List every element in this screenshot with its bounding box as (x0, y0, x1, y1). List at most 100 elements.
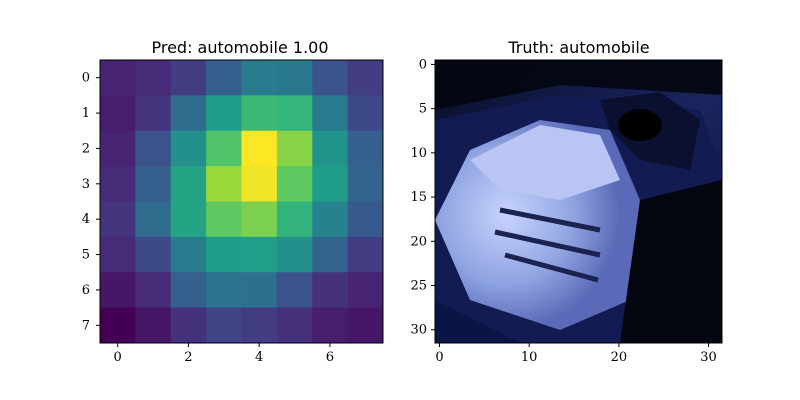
heatmap-cell (276, 201, 313, 238)
image-x-axis: 0 10 20 30 (435, 343, 717, 365)
heatmap-cell (312, 201, 349, 238)
y-tick-label: 3 (82, 177, 90, 192)
x-tick-label: 20 (611, 350, 628, 365)
y-tick-label: 30 (410, 323, 427, 338)
heatmap-cells (100, 60, 384, 344)
image-title: Truth: automobile (507, 38, 649, 57)
heatmap-cell (170, 130, 207, 167)
heatmap-cell (135, 95, 172, 132)
x-tick-label: 2 (184, 350, 192, 365)
heatmap-cell (241, 201, 278, 238)
x-tick-label: 4 (255, 350, 263, 365)
heatmap-cell (135, 236, 172, 273)
y-tick-label: 5 (419, 102, 427, 117)
heatmap-frame (99, 59, 384, 344)
heatmap-cell (100, 166, 136, 202)
heatmap-cell (241, 307, 278, 344)
image-panel: Truth: automobile 0 10 20 30 0 5 10 15 20 25 30 (410, 38, 723, 365)
heatmap-cell (347, 307, 384, 344)
heatmap-cell (170, 236, 207, 273)
heatmap-cell (347, 201, 384, 238)
heatmap-cell (170, 201, 207, 238)
heatmap-cell (135, 166, 172, 202)
y-tick-label: 7 (82, 318, 90, 333)
image-y-axis: 0 5 10 15 20 25 30 (410, 57, 435, 338)
heatmap-cell (206, 95, 242, 132)
heatmap-cell (206, 166, 242, 202)
heatmap-panel: Pred: automobile 1.00 0 2 4 6 0 1 2 3 4 5 6 7 (82, 38, 384, 365)
x-tick-label: 0 (114, 350, 122, 365)
heatmap-cell (135, 60, 172, 96)
heatmap-cell (347, 60, 384, 96)
heatmap-cell (347, 272, 384, 309)
heatmap-cell (312, 236, 349, 273)
heatmap-cell (135, 130, 172, 167)
heatmap-cell (276, 60, 313, 96)
heatmap-cell (241, 95, 278, 132)
heatmap-cell (170, 60, 207, 96)
x-tick-label: 0 (435, 350, 443, 365)
heatmap-cell (276, 236, 313, 273)
heatmap-cell (206, 236, 242, 273)
x-tick-label: 6 (326, 350, 334, 365)
heatmap-cell (241, 60, 278, 96)
heatmap-cell (100, 307, 136, 344)
y-tick-label: 0 (419, 57, 427, 72)
y-tick-label: 15 (410, 190, 427, 205)
heatmap-cell (276, 130, 313, 167)
heatmap-x-axis: 0 2 4 6 (114, 343, 334, 365)
y-tick-label: 25 (410, 279, 427, 294)
y-tick-label: 2 (82, 141, 90, 156)
heatmap-cell (276, 166, 313, 202)
heatmap-cell (347, 166, 384, 202)
heatmap-cell (135, 201, 172, 238)
y-tick-label: 10 (410, 146, 427, 161)
heatmap-cell (100, 60, 136, 96)
heatmap-cell (206, 60, 242, 96)
heatmap-cell (206, 130, 242, 167)
heatmap-cell (100, 130, 136, 167)
heatmap-cell (100, 236, 136, 273)
heatmap-y-axis: 0 1 2 3 4 5 6 7 (82, 71, 100, 333)
heatmap-title: Pred: automobile 1.00 (151, 38, 328, 57)
heatmap-cell (347, 236, 384, 273)
x-tick-label: 30 (700, 350, 717, 365)
heatmap-cell (241, 236, 278, 273)
heatmap-cell (100, 95, 136, 132)
car-image (435, 60, 722, 343)
heatmap-cell (312, 272, 349, 309)
heatmap-cell (312, 307, 349, 344)
heatmap-cell (347, 95, 384, 132)
heatmap-cell (276, 95, 313, 132)
heatmap-cell (135, 307, 172, 344)
x-tick-label: 10 (521, 350, 538, 365)
heatmap-cell (241, 272, 278, 309)
heatmap-cell (100, 201, 136, 238)
y-tick-label: 20 (410, 234, 427, 249)
heatmap-cell (312, 166, 349, 202)
heatmap-cell (241, 130, 278, 167)
y-tick-label: 1 (82, 106, 90, 121)
image-frame (434, 59, 723, 344)
heatmap-cell (312, 60, 349, 96)
heatmap-cell (170, 272, 207, 309)
heatmap-cell (135, 272, 172, 309)
y-tick-label: 4 (82, 212, 90, 227)
heatmap-cell (100, 272, 136, 309)
heatmap-cell (347, 130, 384, 167)
heatmap-cell (241, 166, 278, 202)
heatmap-cell (206, 307, 242, 344)
heatmap-cell (170, 307, 207, 344)
y-tick-label: 6 (82, 283, 90, 298)
heatmap-cell (170, 95, 207, 132)
heatmap-cell (312, 95, 349, 132)
heatmap-cell (312, 130, 349, 167)
heatmap-cell (206, 272, 242, 309)
heatmap-cell (170, 166, 207, 202)
y-tick-label: 5 (82, 248, 90, 263)
y-tick-label: 0 (82, 71, 90, 86)
heatmap-cell (276, 272, 313, 309)
heatmap-cell (276, 307, 313, 344)
heatmap-cell (206, 201, 242, 238)
